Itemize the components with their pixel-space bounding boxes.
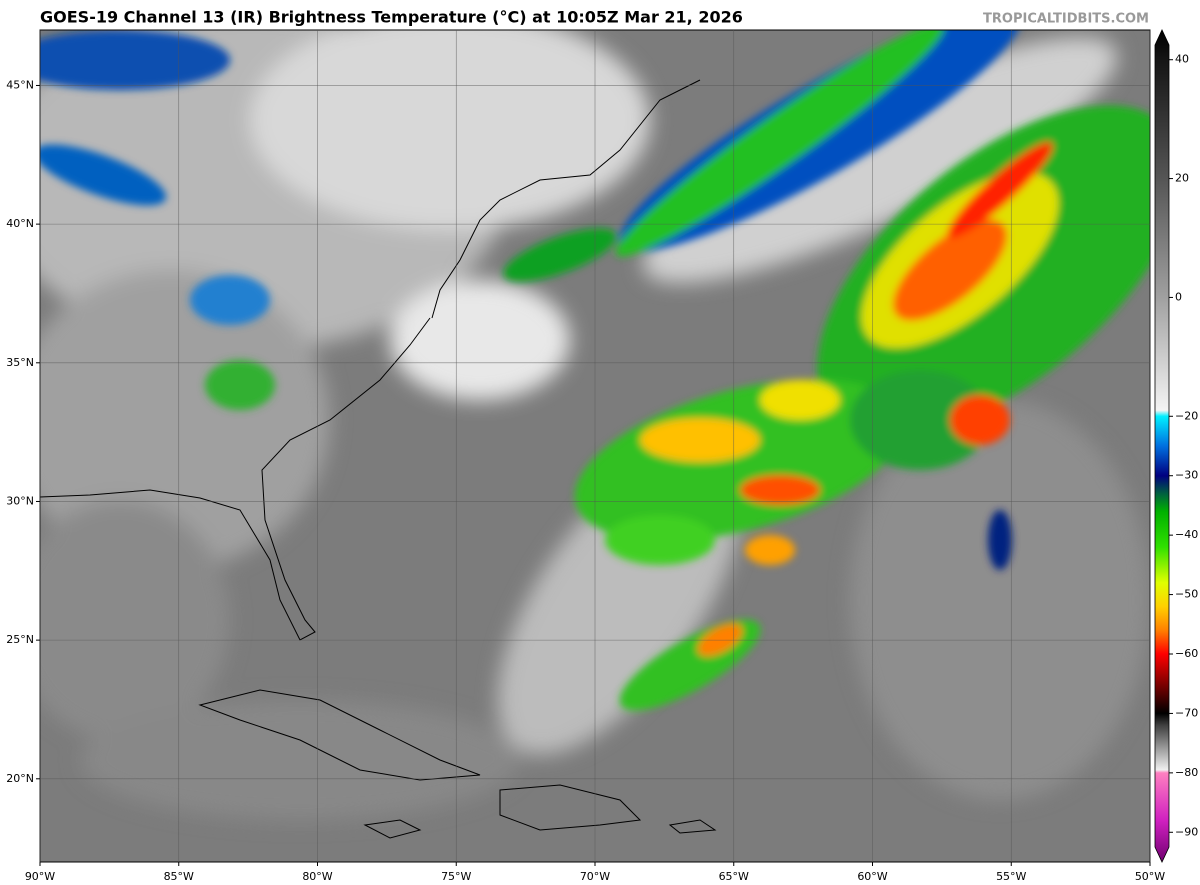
lon-label: 65°W: [719, 870, 749, 883]
lat-label: 25°N: [6, 633, 34, 646]
lon-label: 75°W: [441, 870, 471, 883]
lat-label: 45°N: [6, 78, 34, 91]
colorbar-label: −90: [1175, 825, 1198, 838]
lon-label: 60°W: [857, 870, 887, 883]
colorbar-label: −30: [1175, 469, 1198, 482]
title: GOES-19 Channel 13 (IR) Brightness Tempe…: [40, 8, 743, 27]
lon-label: 50°W: [1135, 870, 1165, 883]
lon-label: 85°W: [164, 870, 194, 883]
lat-label: 20°N: [6, 772, 34, 785]
lon-label: 55°W: [996, 870, 1026, 883]
watermark: TROPICALTIDBITS.COM: [983, 12, 1149, 27]
colorbar-label: 0: [1175, 290, 1182, 303]
lon-label: 90°W: [25, 870, 55, 883]
cold-cloud-tops: [40, 30, 1150, 711]
colorbar-label: −40: [1175, 528, 1198, 541]
lat-label: 40°N: [6, 217, 34, 230]
cloud-fields: [40, 30, 1150, 820]
lat-label: 30°N: [6, 494, 34, 507]
colorbar-label: −50: [1175, 588, 1198, 601]
colorbar-label: −20: [1175, 409, 1198, 422]
coastlines: [40, 79, 717, 839]
lon-label: 80°W: [302, 870, 332, 883]
colorbar-label: −70: [1175, 706, 1198, 719]
colorbar-label: −80: [1175, 766, 1198, 779]
imagery: [40, 30, 1150, 862]
lon-label: 70°W: [580, 870, 610, 883]
colorbar: [1154, 29, 1170, 863]
lat-label: 35°N: [6, 356, 34, 369]
colorbar-label: 20: [1175, 172, 1189, 185]
colorbar-label: 40: [1175, 53, 1189, 66]
colorbar-label: −60: [1175, 647, 1198, 660]
